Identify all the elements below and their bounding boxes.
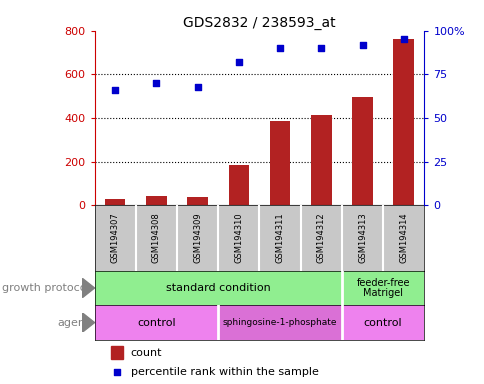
Text: standard condition: standard condition bbox=[166, 283, 270, 293]
Polygon shape bbox=[82, 278, 94, 298]
Point bbox=[234, 59, 242, 65]
Bar bbox=[146, 195, 166, 205]
Point bbox=[111, 87, 119, 93]
Bar bbox=[341, 305, 424, 340]
Point bbox=[193, 84, 201, 90]
Text: count: count bbox=[131, 348, 162, 358]
Title: GDS2832 / 238593_at: GDS2832 / 238593_at bbox=[183, 16, 335, 30]
Bar bbox=[218, 205, 259, 271]
Point bbox=[113, 369, 121, 375]
Bar bbox=[382, 205, 424, 271]
Text: percentile rank within the sample: percentile rank within the sample bbox=[131, 367, 318, 377]
Bar bbox=[177, 205, 218, 271]
Bar bbox=[94, 305, 218, 340]
Bar bbox=[228, 165, 249, 205]
Text: GSM194308: GSM194308 bbox=[151, 213, 161, 263]
Bar bbox=[300, 205, 341, 271]
Bar bbox=[393, 40, 413, 205]
Text: agent: agent bbox=[57, 318, 90, 328]
Text: feeder-free
Matrigel: feeder-free Matrigel bbox=[356, 278, 409, 298]
Bar bbox=[310, 115, 331, 205]
Bar bbox=[218, 305, 341, 340]
Bar bbox=[269, 121, 290, 205]
Point bbox=[317, 45, 324, 51]
Bar bbox=[94, 205, 136, 271]
Point bbox=[275, 45, 283, 51]
Text: growth protocol: growth protocol bbox=[2, 283, 90, 293]
Bar bbox=[341, 205, 382, 271]
Bar bbox=[341, 271, 424, 305]
Text: GSM194309: GSM194309 bbox=[193, 213, 202, 263]
Text: control: control bbox=[363, 318, 402, 328]
Text: GSM194314: GSM194314 bbox=[398, 213, 408, 263]
Text: control: control bbox=[137, 318, 175, 328]
Text: GSM194313: GSM194313 bbox=[357, 213, 366, 263]
Bar bbox=[187, 197, 208, 205]
Polygon shape bbox=[82, 313, 94, 332]
Bar bbox=[136, 205, 177, 271]
Text: GSM194307: GSM194307 bbox=[110, 213, 120, 263]
Point bbox=[358, 41, 365, 48]
Point bbox=[399, 36, 407, 43]
Text: GSM194310: GSM194310 bbox=[234, 213, 243, 263]
Bar bbox=[105, 199, 125, 205]
Bar bbox=[259, 205, 300, 271]
Bar bbox=[94, 271, 341, 305]
Bar bbox=[351, 97, 372, 205]
Bar bbox=[111, 346, 122, 359]
Text: GSM194312: GSM194312 bbox=[316, 213, 325, 263]
Text: GSM194311: GSM194311 bbox=[275, 213, 284, 263]
Text: sphingosine-1-phosphate: sphingosine-1-phosphate bbox=[222, 318, 337, 327]
Point bbox=[152, 80, 160, 86]
